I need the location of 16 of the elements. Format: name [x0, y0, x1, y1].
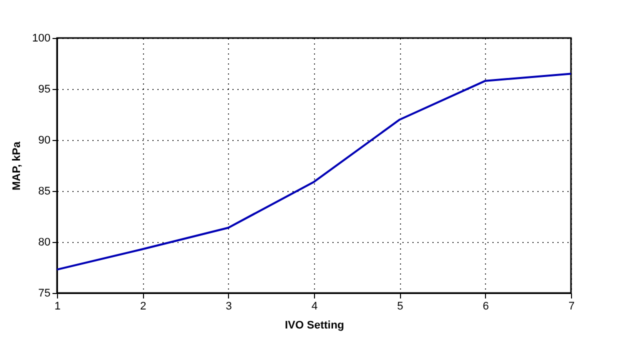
y-tick-label: 80 — [38, 236, 50, 248]
y-tick-label: 85 — [38, 186, 50, 198]
line-series — [56, 72, 572, 271]
y-tick-label: 95 — [38, 84, 50, 96]
y-tick-label: 75 — [38, 288, 50, 300]
x-tick-label: 4 — [311, 300, 318, 312]
x-tick-label: 2 — [140, 300, 146, 312]
y-tick-label: 90 — [38, 134, 50, 146]
x-tick-label: 1 — [54, 300, 61, 312]
y-tick-label: 100 — [32, 32, 50, 44]
x-axis-title: IVO Setting — [284, 320, 344, 332]
x-tick-label: 3 — [226, 300, 232, 312]
x-tick-label: 5 — [397, 300, 404, 312]
x-tick-label: 6 — [482, 300, 489, 312]
x-tick-label: 7 — [568, 300, 575, 312]
y-axis-title: MAP, kPa — [11, 140, 24, 190]
